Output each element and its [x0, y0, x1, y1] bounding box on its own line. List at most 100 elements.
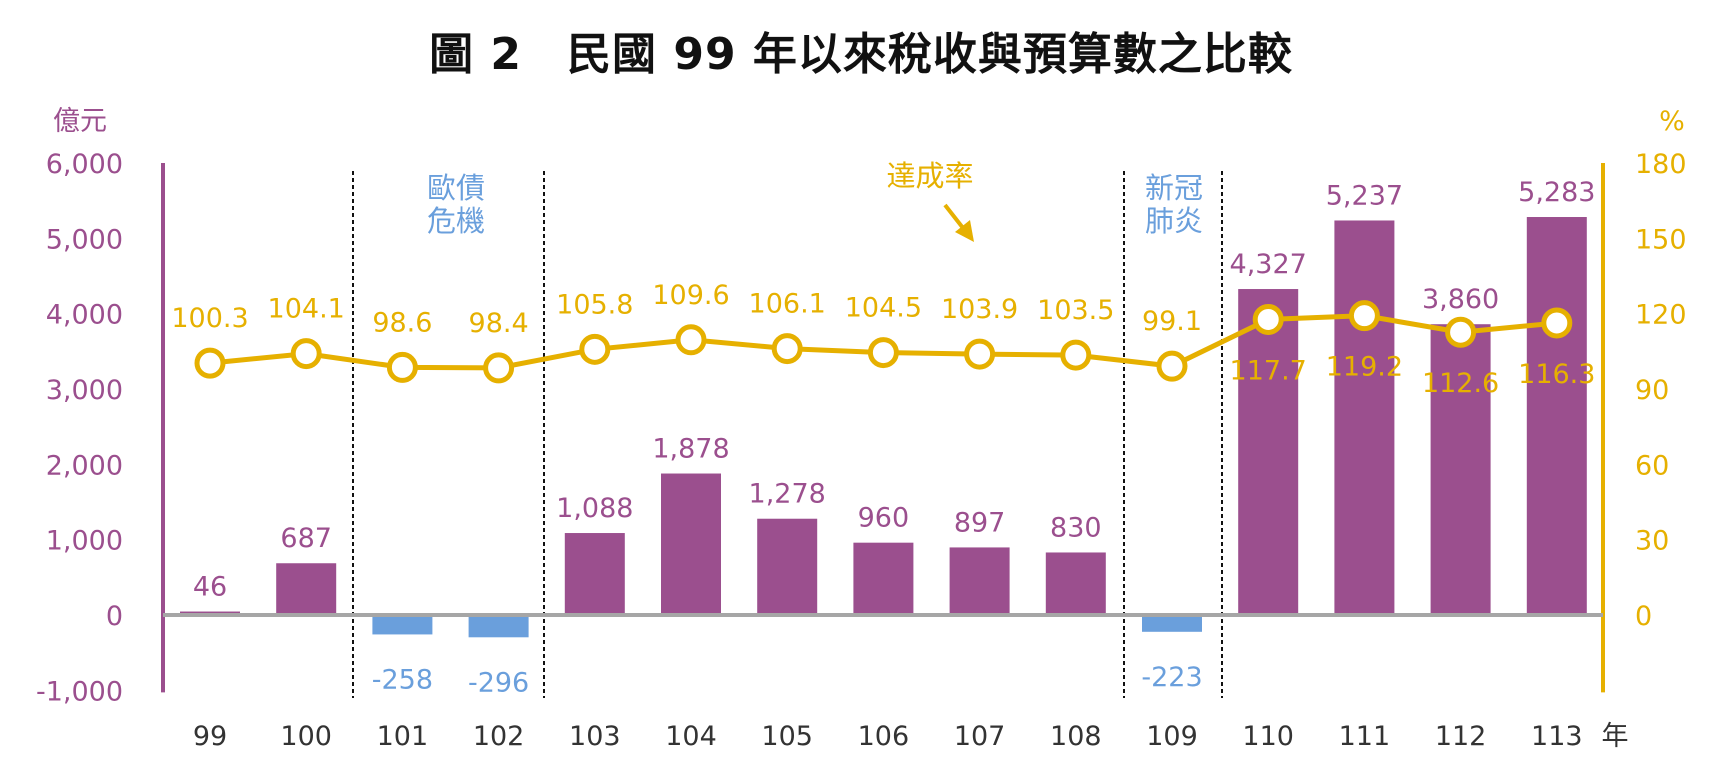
euro-debt-crisis-annotation: 歐債: [427, 171, 485, 205]
rate-point: [1348, 300, 1380, 332]
bar: [564, 533, 625, 615]
x-axis-tick-label: 109: [1146, 721, 1198, 752]
left-axis-tick-label: -1,000: [36, 676, 123, 707]
bar-value-label: -296: [468, 667, 529, 698]
bar: [276, 563, 337, 615]
rate-point: [194, 347, 226, 379]
rate-value-label: 105.8: [556, 289, 633, 320]
rate-value-label: 116.3: [1518, 359, 1595, 390]
rate-point: [1156, 350, 1188, 382]
left-axis-tick-label: 2,000: [46, 450, 123, 481]
left-axis-tick-label: 6,000: [46, 149, 123, 180]
right-axis-tick-label: 150: [1635, 224, 1687, 255]
rate-value-label: 106.1: [749, 289, 826, 320]
rate-point: [386, 351, 418, 383]
bar: [1142, 615, 1202, 632]
rate-point: [579, 333, 611, 365]
arrow-head-icon: [955, 220, 974, 242]
x-axis-tick-label: 99: [193, 721, 227, 752]
x-axis-tick-label: 103: [569, 721, 621, 752]
rate-point: [1445, 316, 1477, 348]
right-axis-tick-label: 30: [1635, 526, 1669, 557]
left-axis-tick-label: 3,000: [46, 375, 123, 406]
rate-annotation-arrow: [943, 203, 965, 230]
x-axis-tick-label: 111: [1339, 721, 1391, 752]
right-axis-tick-label: 180: [1635, 149, 1687, 180]
rate-value-label: 117.7: [1230, 355, 1307, 386]
rate-point: [675, 324, 707, 356]
rate-value-label: 104.1: [268, 294, 345, 325]
x-axis-tick-label: 112: [1435, 721, 1487, 752]
x-axis-tick-label: 101: [377, 721, 429, 752]
rate-value-label: 104.5: [845, 293, 922, 324]
rate-value-label: 119.2: [1326, 352, 1403, 383]
bar-value-label: 3,860: [1422, 284, 1499, 315]
x-axis-tick-label: 104: [665, 721, 717, 752]
rate-point: [1541, 307, 1573, 339]
x-axis-unit: 年: [1602, 721, 1629, 752]
x-axis-tick-label: 108: [1050, 721, 1102, 752]
covid-annotation: 肺炎: [1145, 204, 1203, 238]
rate-value-label: 109.6: [652, 280, 729, 311]
bar: [372, 615, 433, 635]
x-axis-tick-label: 106: [858, 721, 910, 752]
right-axis-unit: %: [1659, 106, 1685, 137]
rate-value-label: 98.4: [469, 308, 529, 339]
x-axis-tick-label: 100: [280, 721, 332, 752]
bar-value-label: 5,237: [1326, 180, 1403, 211]
right-axis-tick-label: 120: [1635, 300, 1687, 331]
bar: [1045, 552, 1106, 615]
bar-value-label: -258: [372, 664, 433, 695]
right-axis-tick-label: 90: [1635, 375, 1669, 406]
x-axis-tick-label: 102: [473, 721, 525, 752]
rate-point: [483, 352, 515, 384]
bar: [1334, 220, 1395, 615]
rate-point: [1060, 339, 1092, 371]
bar-value-label: 5,283: [1518, 177, 1595, 208]
rate-point: [1252, 303, 1284, 335]
rate-value-label: 98.6: [372, 307, 432, 338]
bar-value-label: 1,278: [749, 479, 826, 510]
rate-value-label: 103.5: [1037, 295, 1114, 326]
x-axis-tick-label: 113: [1531, 721, 1583, 752]
left-axis-tick-label: 5,000: [46, 224, 123, 255]
left-axis-tick-label: 4,000: [46, 300, 123, 331]
rate-point: [771, 333, 803, 365]
x-axis-tick-label: 107: [954, 721, 1006, 752]
bar-value-label: -223: [1141, 662, 1202, 693]
bar-value-label: 897: [954, 507, 1006, 538]
bar: [468, 615, 529, 638]
right-axis-tick-label: 60: [1635, 450, 1669, 481]
bar-value-label: 830: [1050, 512, 1102, 543]
rate-point: [290, 338, 322, 370]
bar-value-label: 687: [280, 523, 332, 554]
rate-annotation: 達成率: [886, 159, 973, 193]
bar-value-label: 4,327: [1230, 249, 1307, 280]
x-axis-tick-label: 105: [761, 721, 813, 752]
rate-point: [964, 338, 996, 370]
bar-value-label: 1,088: [556, 493, 633, 524]
left-axis-tick-label: 0: [106, 601, 123, 632]
euro-debt-crisis-annotation: 危機: [427, 204, 485, 238]
rate-value-label: 100.3: [171, 303, 248, 334]
left-axis-unit: 億元: [53, 106, 107, 137]
covid-annotation: 新冠: [1145, 171, 1203, 205]
bar: [757, 518, 818, 615]
bar-value-label: 960: [858, 503, 910, 534]
rate-point: [867, 337, 899, 369]
bar: [1430, 324, 1491, 615]
bar: [1526, 217, 1587, 615]
bar-value-label: 1,878: [652, 434, 729, 465]
bar: [661, 473, 721, 615]
bar-value-label: 46: [193, 572, 227, 603]
left-axis-tick-label: 1,000: [46, 526, 123, 557]
rate-value-label: 112.6: [1422, 368, 1499, 399]
x-axis-tick-label: 110: [1242, 721, 1294, 752]
chart-title: 圖 2 民國 99 年以來稅收與預算數之比較: [429, 29, 1293, 80]
bar: [853, 542, 914, 615]
rate-value-label: 103.9: [941, 294, 1018, 325]
rate-value-label: 99.1: [1142, 306, 1202, 337]
right-axis-tick-label: 0: [1635, 601, 1652, 632]
bar: [1238, 289, 1299, 615]
